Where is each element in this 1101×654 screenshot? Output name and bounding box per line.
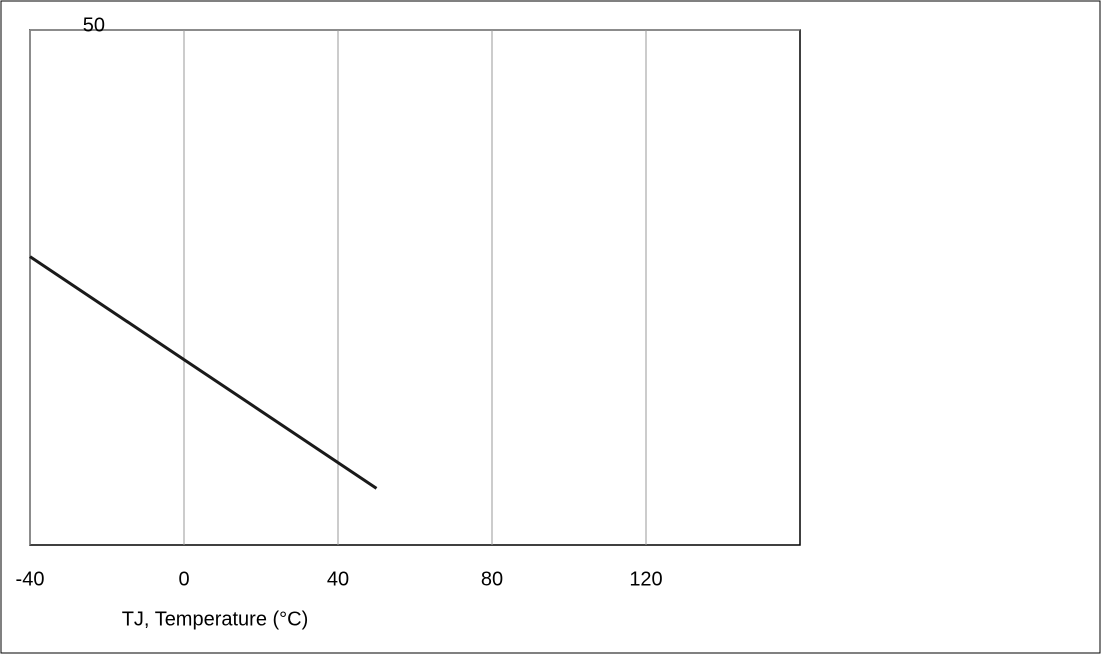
x-tick-label: 0 (178, 568, 189, 590)
x-tick-label: -40 (16, 568, 45, 590)
y-tick-label: 50 (83, 14, 105, 36)
x-tick-label: 120 (629, 568, 662, 590)
data-line (29, 255, 378, 490)
x-tick-label: 80 (481, 568, 503, 590)
x-axis-label: TJ, Temperature (°C) (122, 608, 309, 630)
plot-area (29, 29, 801, 546)
x-tick-label: 40 (327, 568, 349, 590)
